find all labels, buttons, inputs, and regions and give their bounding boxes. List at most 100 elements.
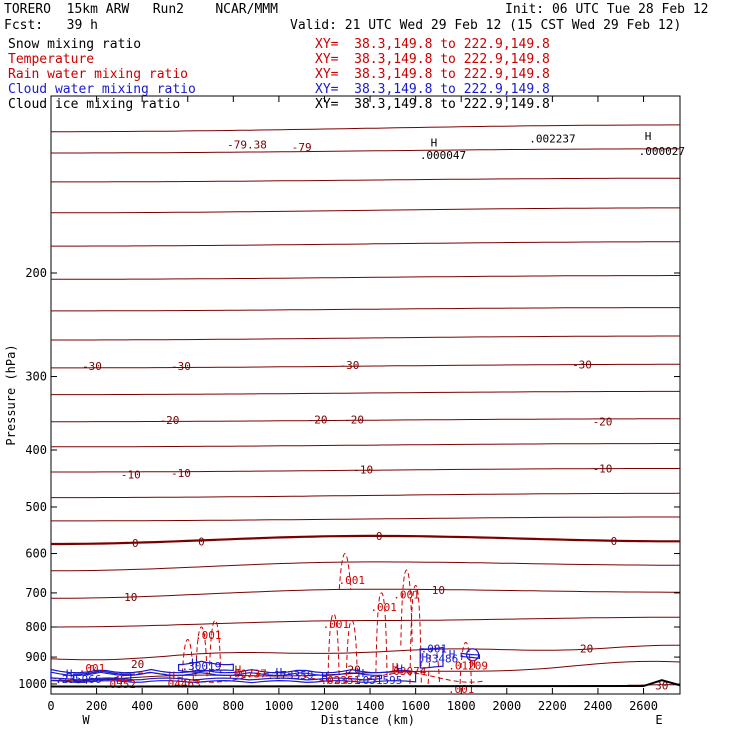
legend-cloud-water-label: Cloud water mixing ratio: [8, 82, 196, 97]
legend-temperature-label: Temperature: [8, 52, 95, 67]
rain-label: .01209: [448, 660, 488, 673]
isotherm-label: -20: [593, 416, 613, 429]
isotherm-label: -30: [82, 360, 102, 373]
isotherm-label: -30: [340, 359, 360, 372]
isotherm-line: [51, 516, 680, 522]
ground-surface: [50, 679, 681, 688]
isotherm-line: [51, 307, 680, 312]
init-time: Init: 06 UTC Tue 28 Feb 12: [505, 2, 709, 17]
cloud-water-label: .051595: [356, 674, 402, 687]
legend-rain-label: Rain water mixing ratio: [8, 67, 189, 82]
y-tick-label: 400: [25, 443, 47, 457]
rain-plume: [409, 585, 422, 684]
contour-labels: -79.38 -79 -30 -30 -30 -30 -20 -20 -20 -20 -10 -10 -…: [55, 130, 685, 696]
valid-time: Valid: 21 UTC Wed 29 Feb 12 (15 CST Wed …: [290, 18, 682, 33]
temperature-isotherms: [50, 124, 681, 686]
rain-label: .001: [370, 601, 397, 614]
cloud-water-high-marker: H: [396, 663, 403, 676]
isotherm-label: -30: [572, 358, 592, 371]
isotherm-line: [51, 241, 680, 247]
upper-level-label: .000027: [639, 145, 685, 158]
isotherm-label: 20: [131, 658, 144, 671]
cloud-water-high-marker: H: [191, 657, 198, 670]
x-tick-label: 1400: [356, 699, 385, 713]
rain-plume: [345, 620, 359, 684]
isotherm-label: 30: [655, 679, 668, 692]
isotherm-line: [51, 363, 680, 369]
isotherm-label: -20: [308, 414, 328, 427]
x-tick-label: 1600: [401, 699, 430, 713]
forecast-hour: Fcst: 39 h: [4, 18, 98, 33]
isotherm-label: -79: [292, 141, 312, 154]
x-tick-label: 600: [177, 699, 199, 713]
y-tick-label: 300: [25, 370, 47, 384]
y-axis-title: Pressure (hPa): [4, 344, 18, 445]
x-axis-west-label: W: [82, 713, 90, 727]
cloud-water-label: .235966: [55, 673, 101, 686]
cloud-water-contour: [178, 660, 234, 673]
cloud-water-contour: [50, 668, 417, 684]
isotherm-label: 20: [580, 642, 593, 655]
isotherm-label: 0: [198, 535, 205, 548]
rain-high-marker: H: [235, 664, 242, 677]
rain-label: .001: [195, 629, 222, 642]
cloud-water-contour: [419, 646, 444, 669]
axes: 0 200 400 600 800 1000 1200 1400 1600 1800 2000 220…: [18, 96, 680, 713]
isotherm-line: [51, 443, 680, 448]
isotherm-line: [51, 390, 680, 396]
isotherm-line: [51, 148, 680, 154]
rain-plume: [85, 664, 99, 685]
upper-level-label: H: [431, 137, 438, 150]
cloud-water-label: .173359: [267, 669, 313, 682]
isotherm-line: [51, 561, 680, 572]
isotherm-line: [51, 335, 680, 341]
x-tick-label: 2600: [629, 699, 658, 713]
y-tick-label: 500: [25, 500, 47, 514]
legend-snow-label: Snow mixing ratio: [8, 37, 142, 52]
isotherm-label: -20: [344, 414, 364, 427]
x-tick-label: 400: [131, 699, 153, 713]
isotherm-label: -10: [171, 467, 191, 480]
upper-level-label: H: [645, 130, 652, 143]
isotherm-line: [50, 644, 680, 661]
y-tick-label: 900: [25, 650, 47, 664]
rain-label: .001: [79, 662, 106, 675]
legend-rain-xy: XY= 38.3,149.8 to 222.9,149.8: [315, 67, 550, 82]
isotherm-label: -10: [121, 468, 141, 481]
title-left: TORERO 15km ARW Run2 NCAR/MMM: [4, 2, 278, 17]
y-tick-label: 600: [25, 547, 47, 561]
isotherm-line: [51, 275, 680, 280]
rain-label: .0352: [103, 678, 136, 691]
rain-plume: [181, 638, 194, 682]
x-tick-label: 800: [222, 699, 244, 713]
rain-plume: [195, 626, 208, 677]
isotherm-label: 0: [132, 537, 139, 550]
rain-high-marker: H: [116, 674, 123, 687]
rain-plume: [375, 592, 388, 682]
cloud-water-high-marker: H: [421, 651, 428, 664]
isotherm-label: 20: [347, 664, 360, 677]
x-tick-label: 2400: [584, 699, 613, 713]
isotherm-line: [51, 177, 680, 183]
isotherm-line: [51, 588, 680, 599]
x-tick-label: 1000: [264, 699, 293, 713]
rain-label: .02351: [321, 674, 361, 687]
legend-temperature-xy: XY= 38.3,149.8 to 222.9,149.8: [315, 52, 550, 67]
isotherm-line: [51, 124, 680, 133]
cloud-water-label: .001: [421, 642, 448, 655]
cloud-water-max-contour: [466, 648, 480, 662]
rain-label: .001: [339, 574, 366, 587]
cloud-water-contour: [50, 671, 383, 681]
upper-level-label: .000047: [420, 149, 466, 162]
x-tick-label: 2000: [492, 699, 521, 713]
x-tick-label: 1200: [310, 699, 339, 713]
cloud-water-high-marker: H: [66, 668, 73, 681]
cloud-water-high-marker: H: [449, 648, 456, 661]
isotherm-label: 10: [124, 591, 137, 604]
isotherm-line: [51, 534, 680, 546]
rain-high-marker: H: [321, 671, 328, 684]
legend-cloud-ice-label: Cloud ice mixing ratio: [8, 97, 181, 112]
rain-high-marker: H: [469, 658, 476, 671]
cloud-water-high-marker: H: [358, 667, 365, 680]
